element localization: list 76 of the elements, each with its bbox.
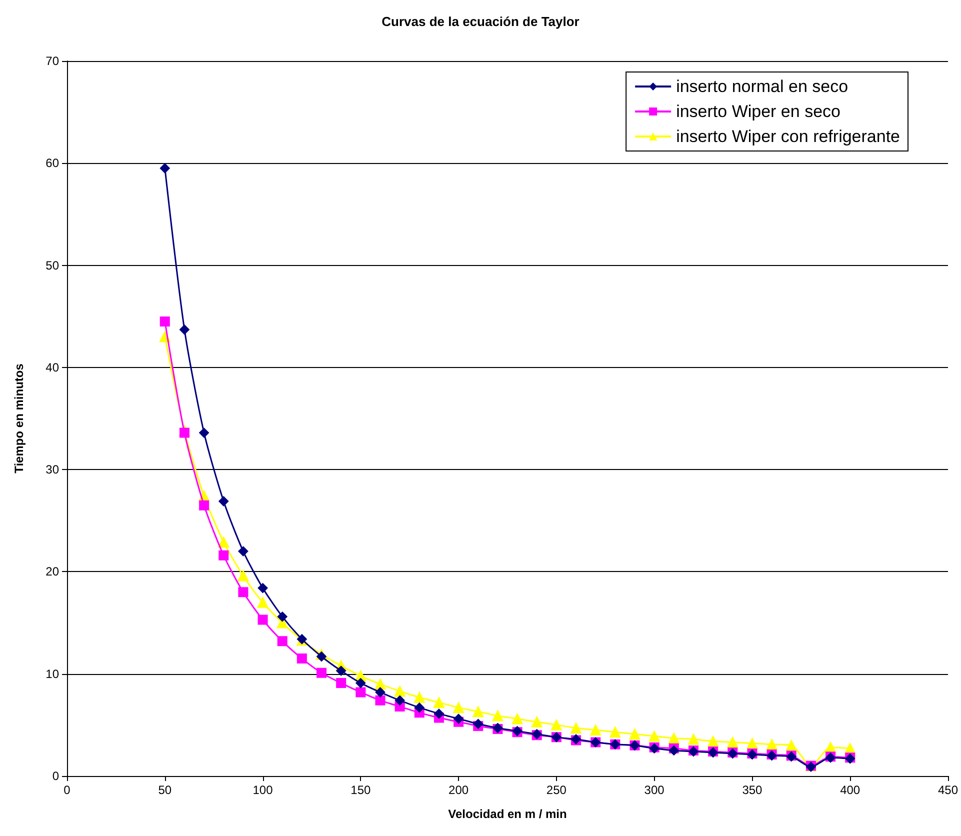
point (218, 536, 230, 548)
point (316, 651, 327, 662)
x-tick-label: 100 (252, 783, 274, 797)
point (512, 713, 523, 724)
point (786, 740, 797, 751)
point (238, 587, 248, 598)
point (277, 636, 288, 646)
x-tick-label: 300 (644, 783, 665, 797)
point (356, 687, 366, 698)
y-axis-title: Tiempo en minutos (12, 363, 26, 474)
point (453, 702, 464, 714)
legend-label: inserto Wiper en seco (676, 102, 840, 121)
point (160, 163, 170, 174)
x-tick-label: 50 (158, 783, 172, 797)
point (414, 692, 425, 703)
point (258, 614, 268, 625)
y-tick-label: 10 (46, 666, 60, 681)
point (766, 738, 778, 750)
point (648, 730, 660, 742)
point (727, 736, 738, 748)
point (336, 666, 346, 676)
point (160, 316, 170, 326)
point (708, 736, 719, 747)
chart-title: Curvas de la ecuación de Taylor (382, 14, 580, 29)
legend-label: inserto Wiper con refrigerante (676, 127, 900, 146)
point (218, 496, 229, 506)
y-tick-label: 70 (46, 54, 60, 68)
point (179, 324, 190, 335)
point (199, 500, 210, 510)
y-tick-label: 30 (46, 462, 60, 477)
point (454, 714, 464, 724)
point (238, 546, 248, 556)
y-tick-label: 50 (46, 258, 60, 272)
y-tick-label: 20 (46, 564, 60, 579)
point (374, 678, 386, 690)
point (316, 668, 327, 678)
point (492, 710, 504, 722)
point (434, 708, 444, 719)
point (414, 702, 424, 713)
point (356, 678, 366, 688)
y-tick-label: 0 (52, 769, 60, 783)
y-tick-label: 60 (46, 156, 60, 170)
point (531, 716, 542, 728)
point (668, 732, 680, 744)
point (590, 724, 602, 736)
point (296, 654, 307, 664)
point (629, 728, 640, 740)
point (394, 695, 405, 706)
point (277, 612, 288, 622)
x-tick-label: 400 (840, 783, 860, 797)
point (746, 738, 758, 749)
point (550, 719, 562, 730)
point (199, 428, 210, 438)
point (257, 596, 268, 608)
point (610, 726, 621, 738)
point (394, 686, 406, 697)
point (238, 570, 249, 582)
point (688, 734, 699, 745)
point (179, 428, 190, 438)
x-tick-label: 450 (938, 783, 958, 797)
x-tick-label: 250 (546, 783, 567, 797)
point (433, 696, 444, 708)
point (375, 695, 386, 706)
point (258, 583, 268, 594)
point (218, 550, 229, 560)
x-tick-label: 350 (742, 783, 763, 797)
point (375, 687, 386, 698)
point (472, 706, 484, 718)
x-tick-label: 0 (64, 783, 71, 797)
x-axis-title: Velocidad en m / min (448, 807, 567, 821)
point (336, 678, 346, 688)
point (570, 722, 582, 734)
y-tick-label: 40 (46, 360, 60, 374)
x-tick-label: 200 (448, 783, 469, 797)
x-tick-label: 150 (350, 783, 371, 797)
legend-label: inserto normal en seco (676, 77, 848, 96)
